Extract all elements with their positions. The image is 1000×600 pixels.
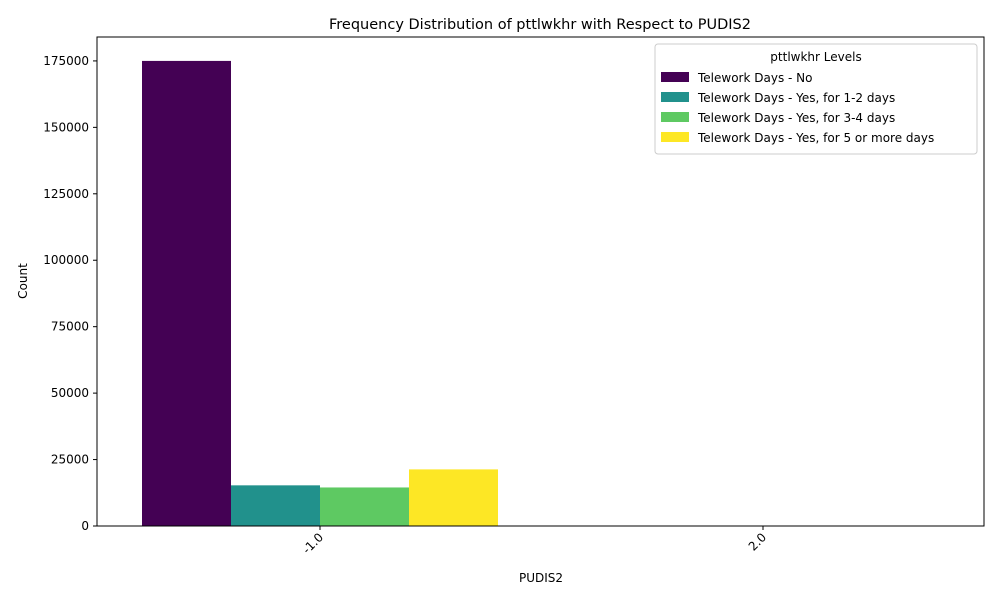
y-tick-label: 75000	[51, 320, 89, 334]
bars-group	[142, 60, 498, 526]
x-axis-label: PUDIS2	[519, 571, 563, 585]
chart-title: Frequency Distribution of pttlwkhr with …	[329, 17, 751, 33]
x-axis: -1.0 2.0	[300, 526, 769, 557]
y-tick-label: 175000	[43, 54, 89, 68]
x-tick-label: 2.0	[746, 530, 769, 553]
legend-entry-0: Telework Days - No	[697, 71, 812, 85]
legend-entry-1: Telework Days - Yes, for 1-2 days	[697, 91, 895, 105]
legend-swatch-0	[661, 72, 689, 82]
y-tick-label: 100000	[43, 253, 89, 267]
legend-entry-3: Telework Days - Yes, for 5 or more days	[697, 131, 934, 145]
legend-entry-2: Telework Days - Yes, for 3-4 days	[697, 111, 895, 125]
x-tick-label: -1.0	[300, 530, 326, 556]
y-tick-label: 25000	[51, 453, 89, 467]
bar-2-0	[320, 487, 409, 526]
y-axis-label: Count	[16, 263, 30, 299]
legend-title: pttlwkhr Levels	[770, 50, 861, 64]
bar-0-0	[142, 60, 231, 526]
y-tick-label: 0	[81, 519, 89, 533]
y-tick-label: 50000	[51, 386, 89, 400]
legend-frame	[654, 43, 978, 155]
bar-1-0	[231, 485, 320, 526]
legend-swatch-1	[661, 92, 689, 102]
legend-swatch-3	[661, 132, 689, 142]
y-axis: 0 25000 50000 75000 100000 125000 150000 175000	[43, 54, 97, 533]
legend: pttlwkhr Levels Telework Days - No Telewor…	[654, 43, 978, 155]
y-tick-label: 125000	[43, 187, 89, 201]
legend-swatch-2	[661, 112, 689, 122]
y-tick-label: 150000	[43, 120, 89, 134]
bar-3-0	[409, 469, 498, 526]
plot-frame	[96, 36, 985, 527]
